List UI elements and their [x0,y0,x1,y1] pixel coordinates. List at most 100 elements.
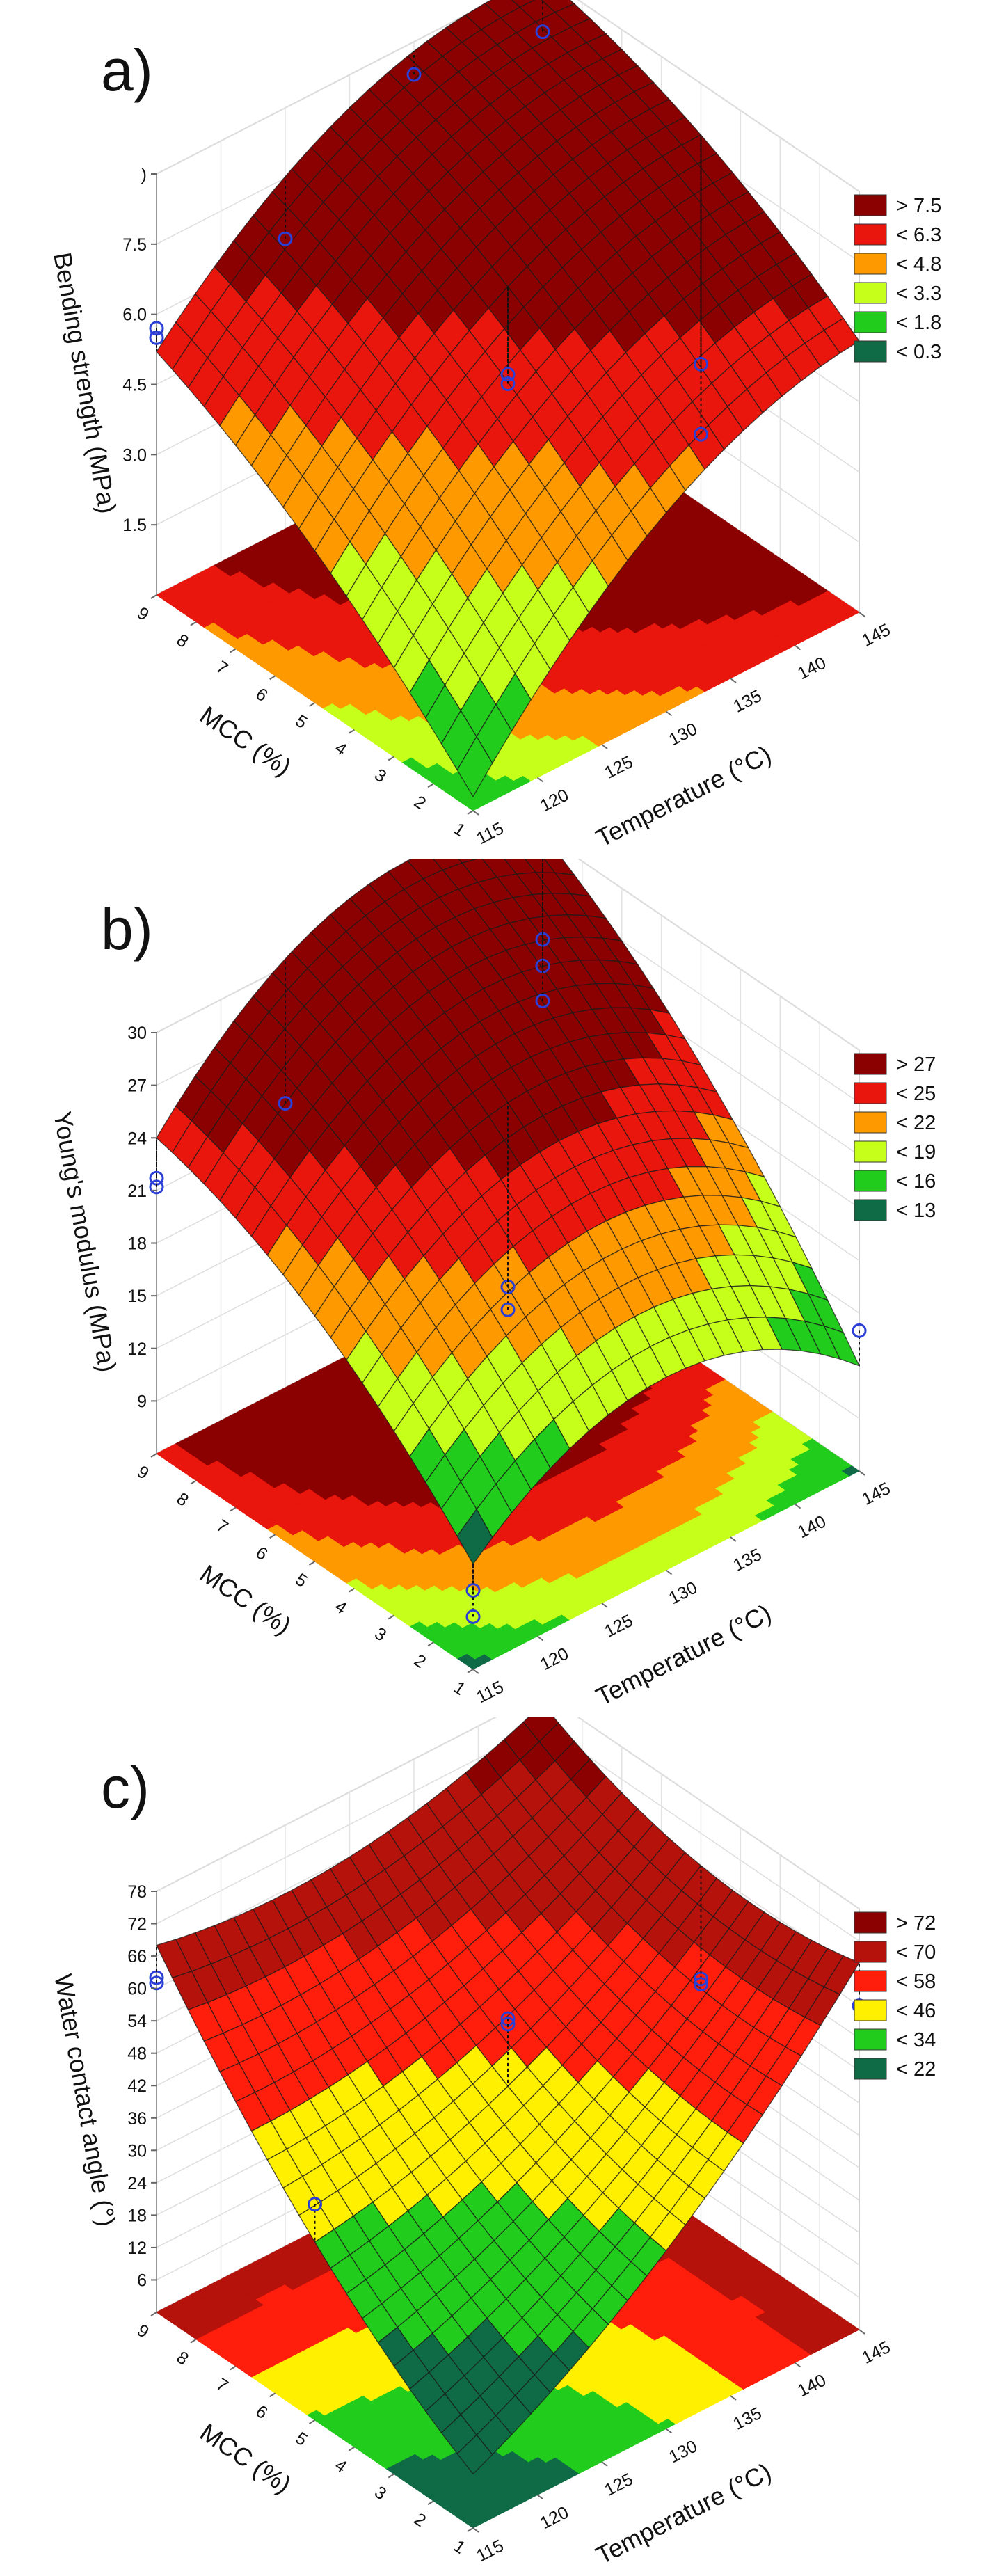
legend-swatch [854,312,886,333]
z-tick-label: 24 [127,1129,147,1148]
z-tick-label: 9 [137,1392,147,1411]
legend-swatch [854,253,886,274]
y-tick-label: 1 [450,819,469,841]
x-tick-label: 145 [859,620,893,651]
legend-swatch [854,1200,886,1221]
legend-swatch [854,1141,886,1162]
x-tick-mark [859,612,865,617]
legend-label: > 27 [896,1054,936,1076]
legend-label: < 19 [896,1141,936,1163]
x-tick-mark [602,745,607,749]
y-tick-label: 2 [410,792,429,813]
legend-label: < 6.3 [896,224,941,246]
panel-label: b) [101,896,153,962]
z-axis-title: Young's modulus (MPa) [48,1109,122,1374]
legend-label: < 4.8 [896,253,941,276]
y-tick-label: 5 [292,711,310,733]
legend-swatch [854,1112,886,1133]
x-tick-label: 130 [666,1577,701,1608]
y-tick-mark [270,676,276,679]
z-axis-title: Bending strength (MPa) [48,251,122,516]
legend-swatch [854,1170,886,1191]
y-tick-mark [151,1454,157,1457]
y-tick-mark [310,703,315,706]
x-tick-label: 125 [601,1611,636,1641]
z-tick-label: 15 [127,1287,147,1306]
x-tick-label: 115 [473,818,506,848]
legend-swatch [854,195,886,216]
panel-label: a) [101,38,153,103]
x-tick-label: 140 [795,1511,829,1542]
legend-label: < 25 [896,1083,936,1105]
x-tick-label: 130 [666,719,701,749]
x-tick-label: 125 [601,752,636,783]
legend-swatch [854,1083,886,1104]
z-tick-label: 3.0 [122,445,147,465]
y-tick-mark [428,1642,433,1646]
legend-label: < 22 [896,1112,936,1134]
y-tick-mark [349,730,354,733]
y-tick-mark [191,1481,196,1484]
y-tick-label: 3 [371,1623,390,1645]
legend: > 7.5< 6.3< 4.8< 3.3< 1.8< 0.3 [854,195,941,363]
x-tick-mark [859,1471,865,1475]
y-tick-label: 6 [253,684,271,706]
x-tick-label: 135 [730,686,765,717]
legend-label: < 0.3 [896,341,941,363]
y-tick-mark [349,1589,354,1592]
y-tick-label: 8 [173,1489,192,1511]
y-axis-title: MCC (%) [195,700,296,781]
x-tick-mark [795,1504,801,1509]
legend-swatch [854,341,886,362]
legend-swatch [854,224,886,245]
y-tick-mark [151,595,157,598]
y-tick-label: 5 [292,1570,310,1591]
y-tick-label: 8 [173,630,192,652]
y-tick-label: 2 [410,1651,429,1672]
x-tick-mark [666,1571,672,1575]
z-tick-label: 1.5 [122,516,147,535]
z-tick-label: 4.5 [122,376,147,395]
z-tick-label: 27 [127,1076,147,1096]
legend-swatch [854,1054,886,1074]
y-tick-mark [310,1561,315,1565]
x-tick-label: 140 [795,653,829,683]
z-tick-label: 21 [127,1182,147,1201]
y-tick-label: 7 [213,657,232,678]
y-tick-mark [230,649,236,653]
x-tick-mark [473,1669,479,1673]
legend-label: < 1.8 [896,312,941,334]
x-tick-mark [473,811,479,815]
y-tick-mark [191,622,196,626]
y-tick-mark [468,811,473,814]
y-tick-label: 4 [331,1597,350,1619]
z-tick-label: 30 [127,1024,147,1043]
y-tick-label: 7 [213,1516,232,1537]
legend-label: < 13 [896,1200,936,1222]
x-tick-label: 135 [730,1545,765,1575]
x-tick-mark [538,778,543,782]
y-tick-label: 6 [253,1543,271,1564]
legend: > 27 < 25 < 22 < 19 < 16 < 13 [854,1054,936,1222]
x-tick-mark [666,712,672,716]
y-tick-mark [270,1534,276,1538]
legend-label: < 16 [896,1170,936,1193]
y-tick-mark [230,1508,236,1511]
y-tick-label: 9 [134,1462,152,1484]
x-tick-mark [730,1537,736,1541]
x-tick-mark [730,678,736,683]
y-tick-label: 9 [134,603,152,625]
x-tick-label: 145 [859,1479,893,1509]
y-tick-mark [388,1616,394,1619]
legend-swatch [854,283,886,303]
x-tick-mark [602,1603,607,1607]
y-tick-mark [428,784,433,787]
x-tick-mark [538,1637,543,1641]
z-tick-label: 7.5 [122,235,147,255]
y-tick-label: 1 [450,1678,469,1699]
z-tick-label: 6.0 [122,305,147,325]
x-tick-mark [795,646,801,650]
x-tick-label: 120 [537,1644,572,1674]
